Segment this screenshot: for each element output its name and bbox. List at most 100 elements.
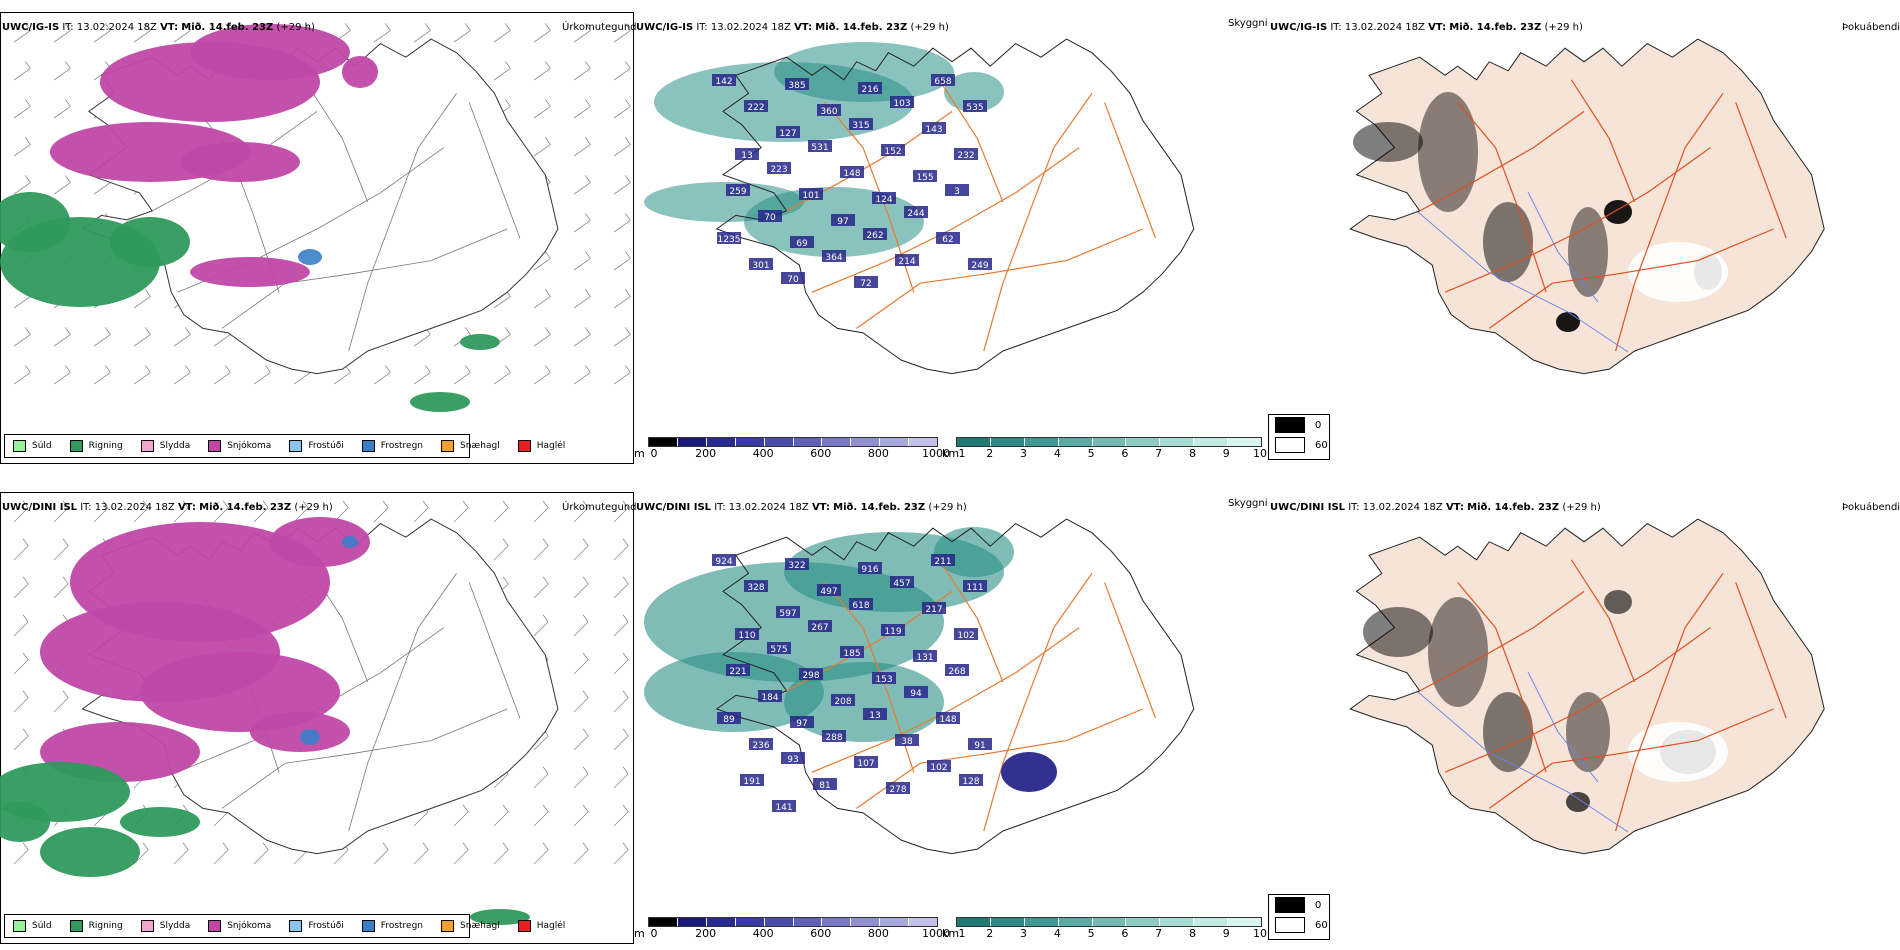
ceiling-cell [931,74,955,86]
wind-barb-flag [505,61,511,69]
wind-barb-flag [185,327,191,335]
lead-time: (+29 h) [276,22,315,33]
wind-barb [413,30,431,43]
wind-barb [13,735,29,751]
colorbar-unit: m [634,447,645,460]
wind-barb-flag [585,175,591,183]
wind-barb-flag [182,500,189,509]
wind-barb-flag [25,23,31,31]
legend-swatch [1275,897,1305,913]
wind-barb [13,621,29,637]
wind-barb [93,182,111,195]
road-line [1735,102,1787,239]
wind-barb [493,507,509,523]
river-line [1527,191,1599,303]
wind-barb [493,849,509,865]
road-line [811,627,1080,773]
ceiling-label: 249 [971,261,988,271]
wind-barb [533,545,549,561]
wind-barb-flag [542,842,549,851]
ceiling-label: 103 [893,99,910,109]
road-line [1570,559,1636,683]
legend-label: 0 [1315,899,1322,911]
wind-barb [613,583,629,599]
ceiling-label: 497 [820,587,837,597]
wind-barb [53,30,71,43]
ceiling-label: 360 [820,107,837,117]
wind-barb [173,372,191,385]
wind-barb-flag [65,99,71,107]
wind-barb [13,697,29,713]
ceiling-cell [735,628,759,640]
ceiling-cell [895,734,919,746]
wind-barb-flag [622,538,629,547]
model-name: UWC/DINI ISL [1270,502,1346,513]
legend-item: Snjókoma [208,440,271,452]
fog-legend: 0 60 [1268,414,1330,460]
colorbar-swatch [822,918,852,926]
wind-barb-flag [62,538,69,547]
fog-area [1566,792,1590,812]
wind-barb [533,849,549,865]
colorbar-swatch [1058,918,1093,926]
legend-swatch [1275,417,1305,433]
wind-barb [453,372,471,385]
legend-label: Súld [32,921,52,931]
fog-area [1353,122,1423,162]
ceiling-label: 72 [860,279,871,289]
ceiling-label: 102 [930,763,947,773]
road-line [983,93,1093,352]
wind-barb [573,545,589,561]
valid-time: Mið. 14.feb. 23Z [815,22,908,33]
road-line [1488,228,1774,329]
legend-item: Súld [13,920,52,932]
ceiling-label: 94 [910,689,922,699]
colorbar-tick: 6 [1121,447,1129,460]
ceiling-cell [904,206,928,218]
ceiling-visibility-map: 924 322 916 211 328 497 457 111 597 618 217 110 267 1… [644,518,1195,855]
ceiling-label: 153 [875,675,892,685]
panel-header: UWC/DINI ISL IT: 13.02.2024 18Z VT: Mið.… [636,502,967,514]
ceiling-cell [817,104,841,116]
ceiling-label: 13 [741,151,752,161]
ceiling-cell [817,584,841,596]
snow-area [250,712,350,752]
wind-barb [533,258,551,271]
ceiling-cell [726,184,750,196]
glacier-area [1628,242,1728,302]
legend-label: Snæhagl [460,921,500,931]
wind-barb [213,849,229,865]
valid-time: Mið. 14.feb. 23Z [833,502,926,513]
wind-barb [13,372,31,385]
wind-barb-flag [502,842,509,851]
wind-barb [133,334,151,347]
colorbar-unit: km [942,927,960,940]
wind-barb-flag [502,500,509,509]
precip-type-panel-row1: Súld Rigning Slydda Snjókoma Frostúði Frostre… [0,12,634,464]
low-visibility-area [944,72,1004,112]
ceiling-label: 141 [775,803,792,813]
wind-barb [53,334,71,347]
wind-barb-flag [625,213,631,221]
road-line [348,93,457,352]
colorbar-tick: 5 [1087,927,1095,940]
legend-swatch [1275,437,1305,453]
lead-time: (+29 h) [910,22,949,33]
wind-barb-flag [105,23,111,31]
wind-barb [53,545,69,561]
ceiling-cell [744,100,768,112]
ceiling-cell [831,694,855,706]
ceiling-label: 152 [884,147,901,157]
wind-barb [533,296,551,309]
legend-item: Frostregn [361,920,423,932]
ceiling-label: 142 [715,77,732,87]
fog-legend-row: 0 [1275,895,1329,915]
wind-barb [573,773,589,789]
ceiling-cell [858,82,882,94]
wind-barb [613,30,631,43]
panel-title-visibility: Skyggni [1228,18,1268,29]
ceiling-cell [808,620,832,632]
wind-barb [133,849,149,865]
ceiling-label: 191 [743,777,760,787]
ceiling-label: 267 [811,623,828,633]
